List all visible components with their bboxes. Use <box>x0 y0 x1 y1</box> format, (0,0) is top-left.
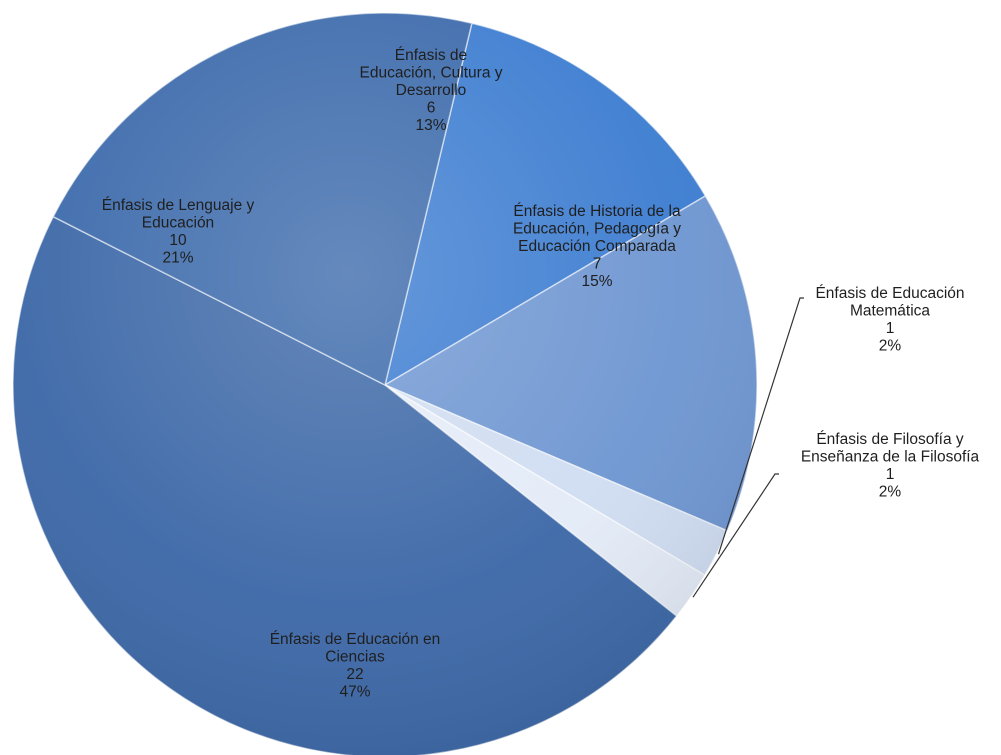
data-label-4: Énfasis de Educación en Ciencias 22 47% <box>270 631 441 701</box>
pie-labels: Énfasis de Educación, Cultura y Desarrollo… <box>102 47 980 701</box>
callout-line-3 <box>692 473 779 598</box>
data-label-3: Énfasis de Filosofía y Enseñanza de la Fi… <box>801 431 980 501</box>
data-label-5: Énfasis de Lenguaje y Educación 10 21% <box>102 197 255 267</box>
callout-line-2 <box>717 297 804 555</box>
pie-callouts <box>692 297 804 598</box>
data-label-1: Énfasis de Historia de la Educación, Peda… <box>513 203 681 290</box>
data-label-2: Énfasis de Educación Matemática 1 2% <box>815 285 964 355</box>
data-label-0: Énfasis de Educación, Cultura y Desarrollo… <box>359 47 502 134</box>
